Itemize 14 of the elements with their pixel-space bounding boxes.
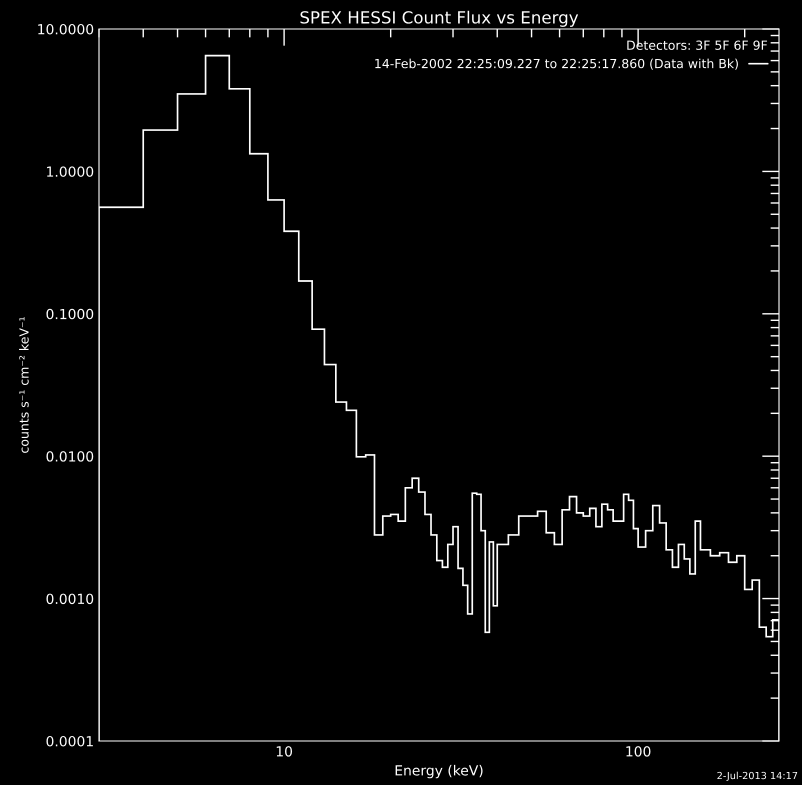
- x-axis-title: Energy (keV): [396, 764, 483, 778]
- y-tick-label: 10.0000: [38, 24, 94, 34]
- legend-label: 14-Feb-2002 22:25:09.227 to 22:25:17.860 (Data with Bk): [375, 58, 738, 70]
- chart-title: SPEX HESSI Count Flux vs Energy: [300, 10, 578, 27]
- y-tick-label: 1.0000: [47, 166, 94, 177]
- y-tick-label: 0.1000: [46, 308, 94, 320]
- legend-title: Detectors: 3F 5F 6F 9F: [627, 40, 768, 50]
- x-tick-label: 100: [626, 746, 650, 757]
- x-tick-label: 10: [276, 746, 292, 757]
- text: 2-Jul-2013 14:17: [717, 772, 798, 781]
- y-axis-title: counts s⁻¹ cm⁻² keV⁻¹: [19, 317, 29, 453]
- y-tick-label: 0.0010: [46, 594, 94, 604]
- y-tick-label: 0.0001: [46, 736, 93, 746]
- y-tick-label: 0.0100: [46, 451, 94, 462]
